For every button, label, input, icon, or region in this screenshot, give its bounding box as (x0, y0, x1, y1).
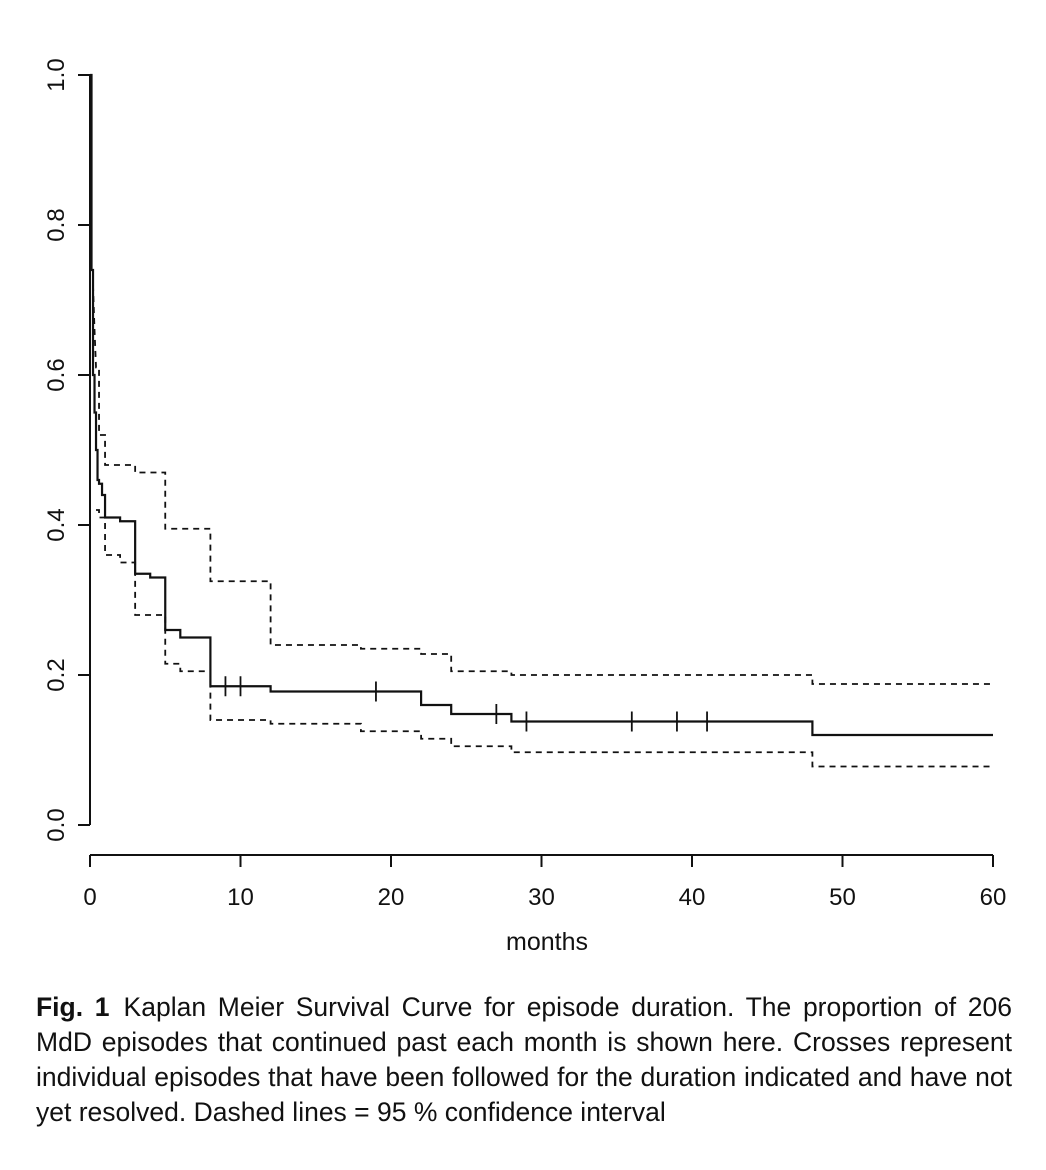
censor-marks (224, 676, 708, 732)
y-tick-label: 0.6 (43, 358, 70, 391)
figure-caption: Fig. 1 Kaplan Meier Survival Curve for ep… (36, 990, 1012, 1130)
figure-label: Fig. 1 (36, 992, 110, 1022)
x-tick-label: 40 (679, 884, 706, 911)
x-tick-label: 20 (378, 884, 405, 911)
series-layer (90, 73, 993, 768)
axes: 0 10 20 30 40 50 60 0.0 0.2 0.4 0.6 0.8 1.0 (43, 58, 1006, 911)
x-tick-label: 60 (980, 884, 1007, 911)
y-tick-label: 0.2 (43, 658, 70, 691)
x-tick-label: 0 (83, 884, 96, 911)
x-tick-label: 50 (829, 884, 856, 911)
x-axis-title: months (506, 928, 588, 956)
lower-ci-line (96, 509, 993, 768)
y-tick-label: 1.0 (43, 58, 70, 91)
upper-ci-line (92, 284, 993, 685)
y-tick-label: 0.4 (43, 508, 70, 541)
chart: 0 10 20 30 40 50 60 0.0 0.2 0.4 0.6 0.8 1.0 months (43, 58, 1006, 956)
x-tick-label: 30 (528, 884, 555, 911)
x-tick-label: 10 (227, 884, 254, 911)
figure-caption-text: Kaplan Meier Survival Curve for episode … (36, 992, 1012, 1127)
y-tick-label: 0.8 (43, 208, 70, 241)
survival-curve (90, 73, 993, 737)
y-tick-label: 0.0 (43, 808, 70, 841)
